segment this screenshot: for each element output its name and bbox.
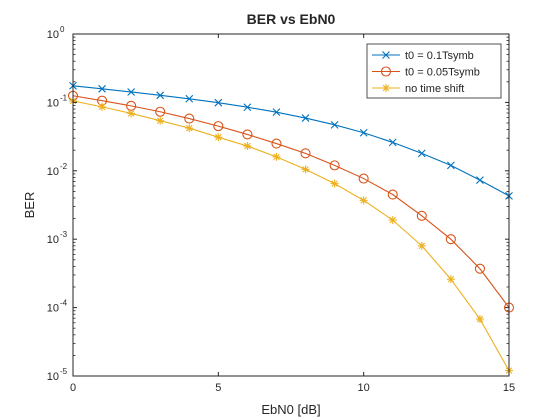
data-point (359, 128, 368, 137)
data-point (185, 94, 194, 103)
x-tick-label: 5 (215, 382, 221, 394)
data-point (213, 121, 224, 132)
data-point (388, 216, 397, 225)
y-tick-label: 10 (47, 166, 59, 178)
data-point (330, 179, 339, 188)
y-tick-exponent: -4 (60, 299, 68, 308)
legend-entry-1: t0 = 0.1Tsymb (372, 50, 474, 62)
y-tick-exponent: -2 (60, 162, 68, 171)
data-point (185, 124, 194, 133)
data-point (272, 152, 281, 161)
data-point (156, 116, 165, 125)
x-tick-label: 10 (358, 382, 370, 394)
legend: t0 = 0.1Tsymb t0 = 0.05Tsymb no time shift (366, 43, 502, 99)
legend-marker (382, 84, 390, 92)
chart-title: BER vs EbN0 (247, 11, 336, 27)
data-point (358, 173, 369, 184)
data-point (330, 120, 339, 129)
data-point (155, 106, 166, 117)
y-tick-label: 10 (47, 303, 59, 315)
x-tick-label: 15 (503, 382, 515, 394)
x-axis-label: EbN0 [dB] (261, 402, 320, 417)
data-point (242, 129, 253, 140)
data-point (271, 138, 282, 149)
data-point (446, 161, 455, 170)
series-line (72, 85, 510, 197)
data-point (300, 148, 311, 159)
x-tick-label: 0 (70, 382, 76, 394)
y-tick-exponent: -3 (60, 230, 68, 239)
legend-entry-3: no time shift (372, 83, 464, 95)
data-point (417, 149, 426, 158)
data-point (214, 133, 223, 142)
y-tick-exponent: -5 (60, 367, 68, 376)
data-point (184, 113, 195, 124)
legend-marker (380, 66, 392, 77)
legend-marker (382, 51, 390, 59)
y-tick-exponent: 0 (60, 25, 65, 34)
data-point (388, 138, 397, 147)
legend-label: t0 = 0.1Tsymb (405, 50, 474, 62)
y-tick-label: 10 (47, 97, 59, 109)
series-line (72, 100, 510, 371)
series-line (72, 95, 510, 308)
series-layer (67, 81, 515, 375)
data-point (243, 142, 252, 151)
y-tick-label: 10 (47, 371, 59, 383)
data-point (98, 102, 107, 111)
data-point (156, 91, 165, 100)
data-point (476, 176, 484, 185)
series-3 (69, 96, 513, 375)
series-1 (69, 81, 513, 200)
data-point (127, 109, 136, 118)
y-tick-label: 10 (47, 234, 59, 246)
y-tick-exponent: -1 (60, 93, 68, 102)
data-point (475, 315, 484, 324)
data-point (387, 189, 398, 200)
data-point (214, 98, 223, 107)
data-point (474, 263, 485, 274)
axes-box (72, 33, 510, 377)
data-point (272, 108, 281, 117)
data-point (98, 84, 106, 93)
y-tick-label: 10 (47, 29, 59, 41)
data-point (445, 234, 456, 245)
data-point (417, 241, 426, 250)
data-point (359, 196, 368, 205)
y-axis-label: BER (22, 192, 37, 219)
data-point (416, 210, 427, 221)
data-point (301, 114, 310, 122)
data-point (329, 160, 340, 171)
data-point (127, 88, 136, 96)
data-point (243, 103, 252, 112)
data-point (446, 275, 455, 284)
legend-label: no time shift (405, 83, 464, 95)
data-point (301, 165, 310, 174)
legend-entry-2: t0 = 0.05Tsymb (372, 66, 480, 79)
legend-label: t0 = 0.05Tsymb (405, 67, 480, 79)
